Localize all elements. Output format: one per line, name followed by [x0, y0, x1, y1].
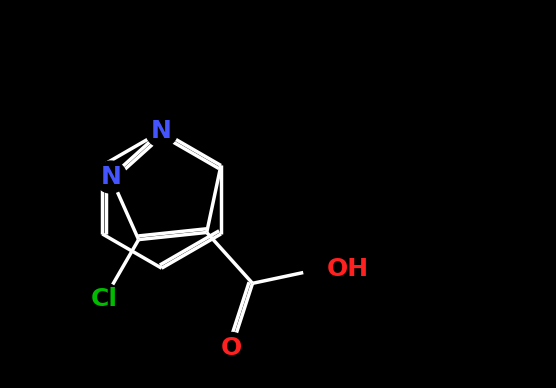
Text: N: N [151, 119, 172, 143]
Circle shape [215, 333, 247, 364]
Circle shape [95, 161, 127, 193]
Circle shape [304, 253, 335, 285]
Circle shape [88, 283, 120, 315]
Text: N: N [100, 165, 121, 189]
Text: OH: OH [326, 257, 369, 281]
Text: Cl: Cl [91, 287, 118, 311]
Text: O: O [221, 336, 242, 360]
Circle shape [146, 115, 177, 147]
